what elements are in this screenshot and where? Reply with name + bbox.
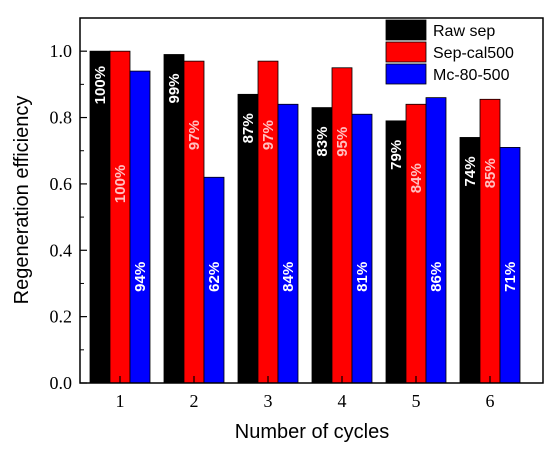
bar-label-raw-sep-cycle-5: 79% bbox=[388, 140, 405, 170]
x-tick-label: 1 bbox=[116, 391, 125, 411]
bar-label-mc-80-500-cycle-6: 71% bbox=[502, 262, 519, 292]
bar-sep-cal500-cycle-1 bbox=[109, 50, 131, 384]
bar-label-mc-80-500-cycle-5: 86% bbox=[428, 262, 445, 292]
bar-mc-80-500-cycle-3 bbox=[277, 103, 299, 384]
bar-label-raw-sep-cycle-4: 83% bbox=[314, 127, 331, 157]
y-axis: 0.0 0.2 0.4 0.6 0.8 1.0 bbox=[50, 17, 87, 393]
bar-label-raw-sep-cycle-3: 87% bbox=[240, 113, 257, 143]
y-tick-label: 0.2 bbox=[50, 307, 73, 327]
bar-label-raw-sep-cycle-6: 74% bbox=[462, 156, 479, 186]
y-tick-label: 0.6 bbox=[50, 174, 73, 194]
bar-sep-cal500-cycle-2 bbox=[183, 60, 205, 384]
bar-sep-cal500-cycle-4 bbox=[331, 67, 353, 384]
bar-mc-80-500-cycle-4 bbox=[351, 113, 373, 384]
bar-sep-cal500-cycle-3 bbox=[257, 60, 279, 384]
legend-swatch-mc-80-500 bbox=[385, 63, 427, 85]
bar-label-mc-80-500-cycle-2: 62% bbox=[206, 262, 223, 292]
y-tick-label: 0.8 bbox=[50, 108, 73, 128]
bar-label-mc-80-500-cycle-3: 84% bbox=[280, 262, 297, 292]
bar-label-sep-cal500-cycle-2: 97% bbox=[186, 120, 203, 150]
bar-sep-cal500-cycle-5 bbox=[405, 103, 427, 384]
legend-label-mc-80-500: Mc-80-500 bbox=[433, 67, 510, 84]
bar-label-mc-80-500-cycle-4: 81% bbox=[354, 262, 371, 292]
legend-swatch-raw-sep bbox=[385, 19, 427, 41]
y-axis-title: Regeneration efficiency bbox=[11, 96, 33, 305]
bar-label-raw-sep-cycle-2: 99% bbox=[166, 73, 183, 103]
bar-label-sep-cal500-cycle-1: 100% bbox=[112, 165, 129, 203]
legend-label-raw-sep: Raw sep bbox=[433, 23, 495, 40]
x-tick-label: 3 bbox=[264, 391, 273, 411]
x-axis: 1 2 3 4 5 6 bbox=[116, 376, 495, 411]
x-tick-label: 5 bbox=[412, 391, 421, 411]
legend: Raw sep Sep-cal500 Mc-80-500 bbox=[385, 19, 514, 85]
bar-label-sep-cal500-cycle-3: 97% bbox=[260, 120, 277, 150]
x-tick-label: 6 bbox=[486, 391, 495, 411]
y-tick-label: 1.0 bbox=[50, 41, 73, 61]
x-axis-title: Number of cycles bbox=[235, 421, 390, 443]
bar-label-raw-sep-cycle-1: 100% bbox=[92, 66, 109, 104]
bars-layer bbox=[89, 50, 521, 384]
legend-swatch-sep-cal500 bbox=[385, 41, 427, 63]
bar-sep-cal500-cycle-6 bbox=[479, 98, 501, 384]
legend-label-sep-cal500: Sep-cal500 bbox=[433, 45, 514, 62]
plot-frame bbox=[79, 17, 544, 384]
bar-label-mc-80-500-cycle-1: 94% bbox=[132, 262, 149, 292]
bar-mc-80-500-cycle-5 bbox=[425, 97, 447, 384]
bar-labels-layer: 100% 99% 87% 83% 79% 74% 100% 97% 97% 95% 84% 85% 94… bbox=[92, 66, 519, 292]
bar-mc-80-500-cycle-1 bbox=[129, 70, 151, 384]
bar-label-sep-cal500-cycle-6: 85% bbox=[482, 158, 499, 188]
bar-label-sep-cal500-cycle-5: 84% bbox=[408, 163, 425, 193]
bar-label-sep-cal500-cycle-4: 95% bbox=[334, 127, 351, 157]
x-tick-label: 4 bbox=[338, 391, 347, 411]
x-tick-label: 2 bbox=[190, 391, 199, 411]
y-tick-label: 0.4 bbox=[50, 240, 73, 260]
y-tick-label: 0.0 bbox=[50, 373, 73, 393]
